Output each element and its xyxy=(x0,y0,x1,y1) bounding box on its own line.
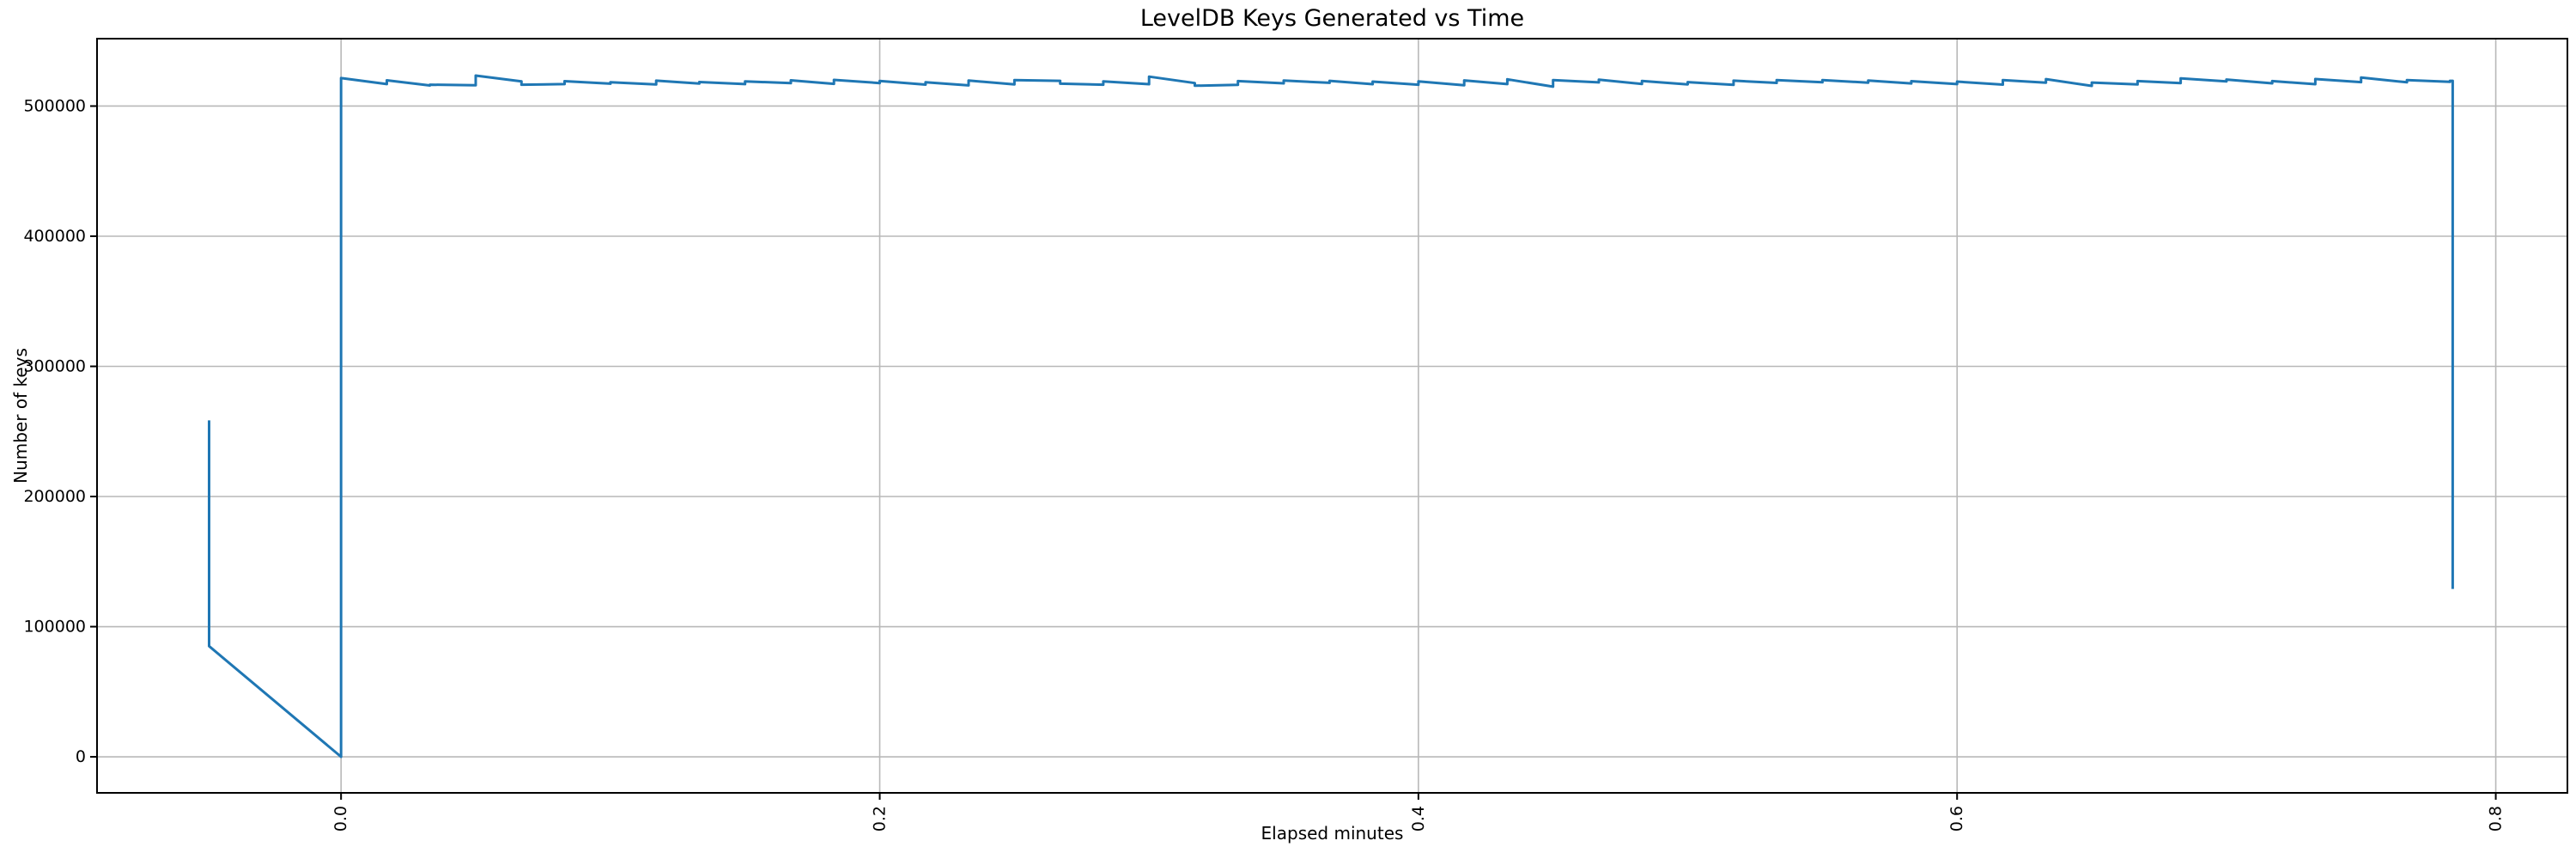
y-axis-label: Number of keys xyxy=(10,348,31,484)
x-tick-label: 0.8 xyxy=(2487,806,2506,832)
plot-border xyxy=(96,38,2568,794)
x-tick-label: 0.0 xyxy=(331,806,350,832)
y-tick-label: 0 xyxy=(76,747,86,766)
chart-title: LevelDB Keys Generated vs Time xyxy=(1139,5,1525,32)
y-tick-label: 100000 xyxy=(23,618,86,637)
x-axis-label: Elapsed minutes xyxy=(1261,823,1404,844)
x-tick-label: 0.6 xyxy=(1947,806,1966,832)
y-tick-label: 300000 xyxy=(23,357,86,376)
y-tick-label: 500000 xyxy=(23,96,86,115)
data-line xyxy=(208,74,2454,758)
x-tick-label: 0.4 xyxy=(1409,806,1428,832)
x-tick-label: 0.2 xyxy=(871,806,890,832)
y-tick-label: 400000 xyxy=(23,227,86,246)
y-tick-label: 200000 xyxy=(23,487,86,506)
